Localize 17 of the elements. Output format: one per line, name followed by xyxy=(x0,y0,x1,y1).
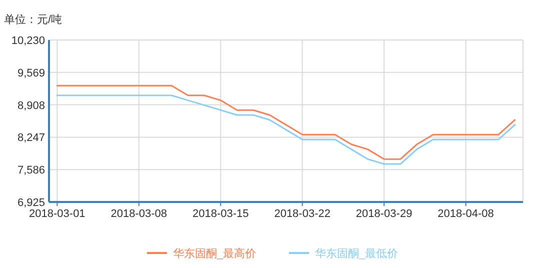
legend-label: 华东固酮_最高价 xyxy=(173,247,256,260)
x-tick-label: 2018-03-01 xyxy=(29,208,86,220)
x-tick-label: 2018-03-08 xyxy=(110,208,168,220)
x-tick-label: 2018-03-15 xyxy=(192,208,249,220)
y-tick-label: 9,569 xyxy=(17,67,45,80)
y-tick-label: 8,908 xyxy=(17,100,45,112)
y-axis-title: 单位：元/吨 xyxy=(4,13,62,26)
x-tick-label: 2018-03-29 xyxy=(356,208,412,220)
y-tick-label: 10,230 xyxy=(11,35,45,47)
line-series xyxy=(56,84,516,160)
y-tick-label: 6,925 xyxy=(17,197,45,209)
line-series xyxy=(56,94,516,165)
legend-label: 华东固酮_最低价 xyxy=(315,247,398,260)
x-tick-label: 2018-04-08 xyxy=(438,208,494,220)
y-tick-label: 7,586 xyxy=(17,164,45,177)
y-tick-label: 8,247 xyxy=(17,132,45,144)
x-tick-label: 2018-03-22 xyxy=(274,208,330,220)
